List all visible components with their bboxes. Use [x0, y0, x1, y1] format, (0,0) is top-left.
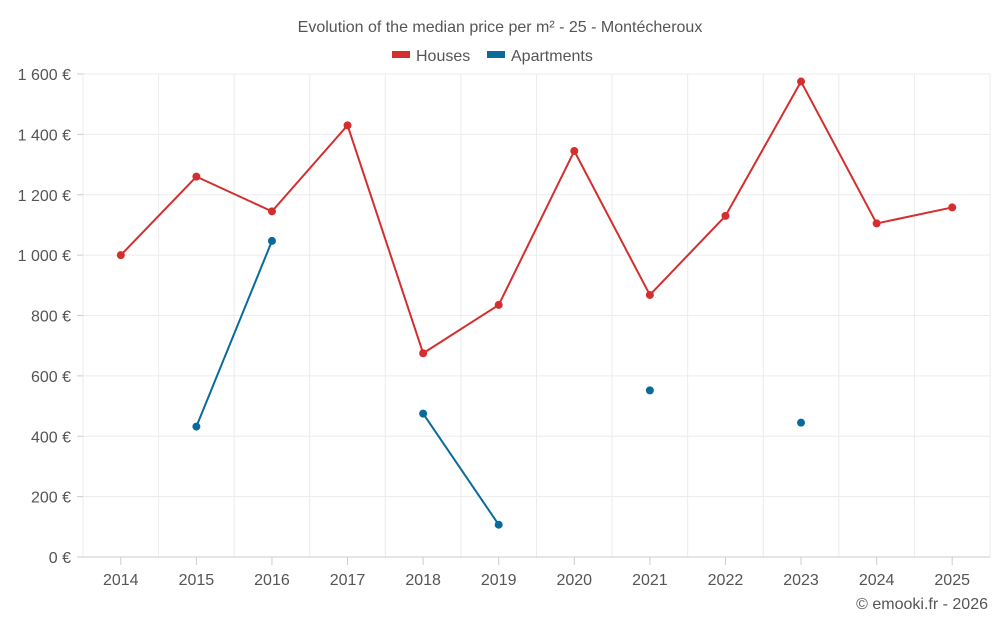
point-houses-2022[interactable]: Houses 2022: 1130 €: [721, 211, 730, 220]
point-houses-2017[interactable]: Houses 2017: 1430 €: [343, 121, 352, 130]
x-tick-label: 2014: [103, 572, 139, 589]
x-tick-label: 2021: [632, 572, 668, 589]
point-houses-2021[interactable]: Houses 2021: 868 €: [645, 290, 654, 299]
x-tick-label: 2020: [556, 572, 592, 589]
x-tick-label: 2022: [708, 572, 744, 589]
legend-swatch-apartments[interactable]: [487, 51, 505, 58]
point-houses-2020[interactable]: Houses 2020: 1345 €: [570, 146, 579, 155]
point-apartments-2016[interactable]: Apartments 2016: 1047 €: [267, 236, 276, 245]
chart-title: Evolution of the median price per m² - 2…: [298, 19, 703, 36]
x-tick-label: 2025: [934, 572, 970, 589]
legend: Houses Apartments: [392, 48, 593, 65]
point-apartments-2019[interactable]: Apartments 2019: 107 €: [494, 520, 503, 529]
point-houses-2015[interactable]: Houses 2015: 1260 €: [192, 172, 201, 181]
y-tick-label: 1 400 €: [18, 127, 71, 144]
point-apartments-2023[interactable]: Apartments 2023: 445 €: [797, 418, 806, 427]
y-tick-label: 400 €: [31, 429, 71, 446]
series-line-houses: [120, 80, 953, 355]
y-tick-label: 1 000 €: [18, 248, 71, 265]
y-tick-label: 600 €: [31, 369, 71, 386]
x-tick-label: 2015: [179, 572, 215, 589]
x-tick-label: 2016: [254, 572, 290, 589]
y-tick-label: 1 600 €: [18, 67, 71, 84]
credit-text: © emooki.fr - 2026: [856, 596, 988, 613]
point-houses-2023[interactable]: Houses 2023: 1575 €: [797, 77, 806, 86]
point-apartments-2018[interactable]: Apartments 2018: 475 €: [419, 409, 428, 418]
x-tick-label: 2023: [783, 572, 819, 589]
point-houses-2019[interactable]: Houses 2019: 835 €: [494, 300, 503, 309]
legend-label-apartments[interactable]: Apartments: [511, 48, 593, 65]
axes: 0 € 200 € 400 € 600 € 800 € 1 000 € 1 200 € 1 4…: [18, 67, 990, 589]
y-tick-label: 1 200 €: [18, 188, 71, 205]
point-houses-2025[interactable]: Houses 2025: 1158 €: [948, 203, 957, 212]
series-line-apartments: [422, 413, 500, 526]
x-tick-label: 2019: [481, 572, 517, 589]
point-houses-2018[interactable]: Houses 2018: 675 €: [419, 349, 428, 358]
point-apartments-2021[interactable]: Apartments 2021: 552 €: [645, 386, 654, 395]
grid: [82, 73, 991, 557]
point-apartments-2015[interactable]: Apartments 2015: 432 €: [192, 422, 201, 431]
x-tick-label: 2024: [859, 572, 895, 589]
x-tick-label: 2017: [330, 572, 366, 589]
x-tick-label: 2018: [405, 572, 441, 589]
legend-swatch-houses[interactable]: [392, 51, 410, 58]
y-tick-label: 0 €: [49, 550, 71, 567]
y-tick-label: 800 €: [31, 309, 71, 326]
point-houses-2016[interactable]: Houses 2016: 1145 €: [267, 207, 276, 216]
point-houses-2024[interactable]: Houses 2024: 1105 €: [872, 219, 881, 228]
legend-label-houses[interactable]: Houses: [416, 48, 470, 65]
series-line-apartments: [195, 240, 273, 427]
y-tick-label: 200 €: [31, 490, 71, 507]
